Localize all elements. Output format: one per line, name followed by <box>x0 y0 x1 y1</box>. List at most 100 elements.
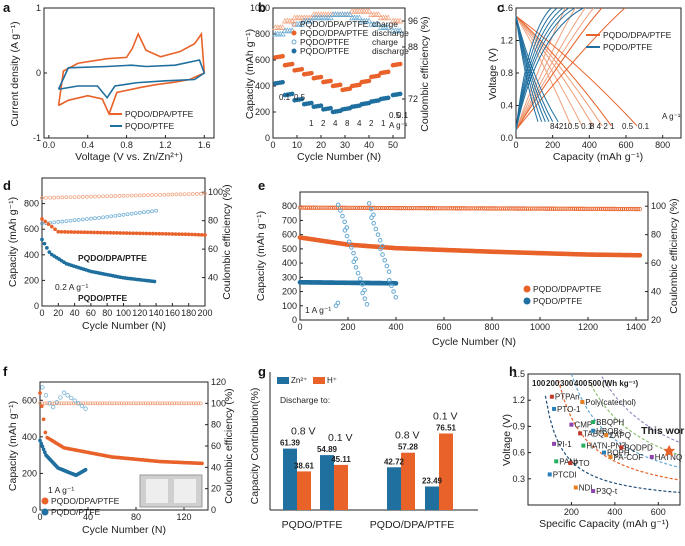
e-ce-blue <box>353 256 358 262</box>
f-ce-orange <box>122 401 126 406</box>
x-tick-label: 80 <box>131 512 141 522</box>
e-ce-blue <box>335 202 341 208</box>
f-ce-orange <box>64 401 69 406</box>
b-point-1 <box>337 82 343 88</box>
cv-curve-0 <box>57 31 206 117</box>
x-tick-label: 400 <box>582 140 597 150</box>
f-cap-orange <box>41 417 46 422</box>
f-ce-orange <box>167 401 172 406</box>
compare-label-10: BQDPD <box>624 443 653 452</box>
y-tick-label: 400 <box>22 432 37 442</box>
d-cap-orange <box>62 230 67 234</box>
plot-frame <box>527 373 681 506</box>
bar-value-zn-1: 54.89 <box>317 445 338 454</box>
y-tick-label: 400 <box>282 258 297 268</box>
y2-tick-label: 60 <box>651 258 661 268</box>
d-cap-orange <box>183 232 188 237</box>
legend-marker-b-1 <box>291 30 297 36</box>
compare-label-14: PANI <box>559 457 577 466</box>
y-axis-label-a: Current density (A g⁻¹) <box>9 21 21 126</box>
legend-label-c-0: PQDO/DPA/PTFE <box>603 30 672 40</box>
rate-label-c-orange: 8 4 2 1 <box>590 122 615 131</box>
y-tick-label: 600 <box>24 224 39 234</box>
e-ce-blue <box>355 270 361 276</box>
y2-tick-label: 60 <box>211 441 221 451</box>
b-point-2 <box>397 27 404 34</box>
x-tick-label: 50 <box>388 140 398 150</box>
bar-value-h-3: 76.51 <box>436 423 457 432</box>
d-ce-orange <box>113 194 118 198</box>
y-tick-label: 300 <box>282 272 297 282</box>
y2-tick-label: 20 <box>211 484 221 494</box>
d-ce-blue <box>146 209 150 214</box>
e-ce-blue <box>389 283 394 289</box>
y-tick-label: 0 <box>36 68 41 78</box>
f-ce-orange <box>134 401 138 406</box>
compare-label-4: BBQPH <box>596 418 624 427</box>
rate-label-b: 8 <box>345 119 350 128</box>
d-ce-orange <box>93 194 97 199</box>
d-cap-orange <box>186 232 191 237</box>
f-ce-orange <box>86 401 90 406</box>
voltage-label-0: 0.8 V <box>291 426 316 438</box>
f-ce-orange <box>162 401 167 406</box>
x-axis-label-e: Cycle Number (N) <box>432 336 516 348</box>
f-ce-orange <box>114 401 119 406</box>
d-ce-blue <box>56 220 61 224</box>
e-ce-blue <box>386 269 392 274</box>
b-point-1 <box>347 86 353 92</box>
group-label-g-0: PQDO/PTFE <box>282 519 343 531</box>
c-charge-orange-4 <box>515 7 603 131</box>
d-ce-orange <box>186 192 191 196</box>
b-point-1 <box>289 61 295 67</box>
d-ce-blue <box>80 217 85 222</box>
y-tick-label: 600 <box>282 230 297 240</box>
e-ce-blue <box>393 294 399 300</box>
b-point-3 <box>299 96 305 102</box>
f-ce-orange <box>102 401 107 406</box>
f-ce-orange <box>62 401 66 406</box>
y2-tick-label: 120 <box>211 377 226 387</box>
d-cap-orange <box>92 230 97 235</box>
d-ce-orange <box>76 195 81 199</box>
compare-point-16 <box>547 472 552 477</box>
b-point-3 <box>289 91 295 97</box>
bar-value-h-2: 57.28 <box>398 443 419 452</box>
e-ce-blue <box>380 243 385 249</box>
compare-label-18: P3Q-t <box>596 487 618 496</box>
d-cap-orange <box>173 232 178 236</box>
d-cap-orange <box>154 231 158 236</box>
y-tick-label: 0.0 <box>500 133 513 143</box>
y2-tick-label: 72 <box>408 94 418 104</box>
legend-label-a-1: PQDO/PTFE <box>125 121 174 131</box>
rate-label-c-orange2: 0.5 <box>622 122 634 131</box>
f-ce-orange <box>95 401 100 406</box>
b-point-1 <box>318 74 324 80</box>
d-ce-orange <box>178 192 183 197</box>
c-discharge-orange-5 <box>515 15 638 127</box>
voltage-label-3: 0.1 V <box>433 410 458 422</box>
compare-point-2 <box>580 399 585 404</box>
compare-point-1 <box>552 406 557 411</box>
b-point-2 <box>308 17 315 24</box>
y2-tick-label: 96 <box>408 16 418 26</box>
x-tick-label: 0 <box>39 308 44 318</box>
compare-label-7: ZAPQ <box>609 431 631 440</box>
e-ce-blue <box>342 219 347 225</box>
d-ce-blue <box>72 218 77 223</box>
d-ce-orange <box>44 195 48 200</box>
f-cap-orange <box>39 404 44 408</box>
f-ce-orange <box>170 401 174 406</box>
y2-tick-label: 100 <box>651 201 666 211</box>
x-tick-label: 600 <box>651 507 666 517</box>
y-tick-label: 200 <box>282 287 297 297</box>
y-tick-label: 0.9 <box>512 421 525 431</box>
f-ce-orange <box>66 401 71 406</box>
e-ce-blue <box>391 289 396 294</box>
e-ce-blue <box>344 225 350 230</box>
legend-type-b-3: discharge <box>372 46 409 56</box>
bar-zn-3 <box>425 486 439 510</box>
compare-label-0: PTPAn <box>555 393 580 402</box>
f-cap-orange <box>38 391 42 395</box>
d-ce-blue <box>101 215 105 220</box>
